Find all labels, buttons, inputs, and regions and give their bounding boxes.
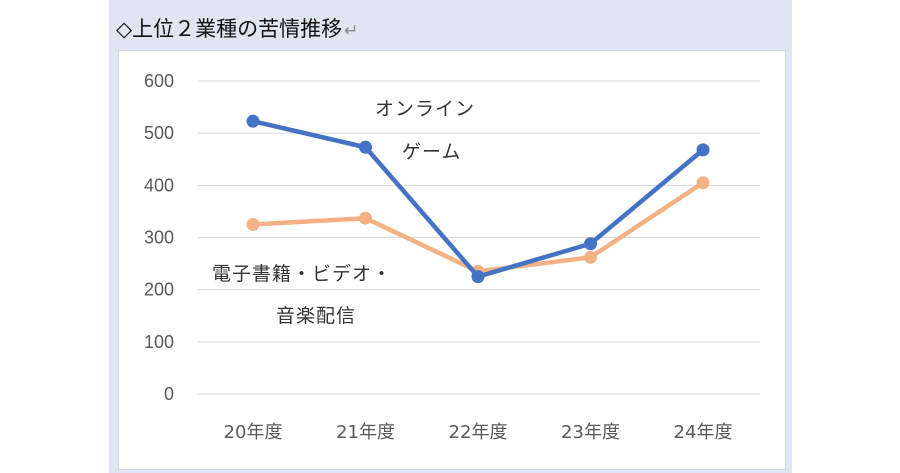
data-point bbox=[359, 140, 372, 154]
data-point bbox=[584, 237, 597, 251]
data-point bbox=[246, 217, 260, 231]
data-point bbox=[471, 270, 485, 284]
y-tick-label: 500 bbox=[144, 123, 174, 143]
gridlines bbox=[198, 80, 760, 395]
x-tick-label: 22年度 bbox=[449, 422, 508, 443]
x-tick-label: 24年度 bbox=[674, 422, 733, 443]
series-label-ebook-video-line1: 電子書籍・ビデオ・ bbox=[212, 263, 392, 285]
series-label-online-game-line1: オンライン bbox=[375, 98, 475, 120]
data-point bbox=[696, 176, 710, 190]
x-tick-label: 23年度 bbox=[561, 422, 620, 443]
x-axis-tick-labels: 20年度 21年度 22年度 23年度 24年度 bbox=[224, 422, 733, 443]
y-tick-label: 0 bbox=[164, 384, 174, 404]
series-labels: オンライン ゲーム 電子書籍・ビデオ・ 音楽配信 bbox=[212, 98, 475, 327]
data-point bbox=[359, 211, 372, 225]
series-line bbox=[250, 180, 706, 274]
paragraph-mark-icon: ↵ bbox=[344, 21, 359, 41]
data-point bbox=[696, 143, 710, 157]
section-heading: ◇上位２業種の苦情推移 ↵ bbox=[116, 14, 358, 44]
data-point bbox=[246, 114, 260, 128]
y-axis-tick-labels: 0 100 200 300 400 500 600 bbox=[144, 71, 174, 404]
series-line bbox=[250, 118, 706, 279]
data-point bbox=[584, 250, 597, 264]
x-tick-label: 21年度 bbox=[336, 422, 395, 443]
y-tick-label: 200 bbox=[144, 280, 174, 300]
series-online-game bbox=[246, 114, 710, 284]
section-heading-text: ◇上位２業種の苦情推移 bbox=[116, 17, 343, 41]
y-tick-label: 400 bbox=[144, 175, 174, 195]
series-label-online-game-line2: ゲーム bbox=[402, 141, 461, 163]
series-lines bbox=[246, 114, 710, 284]
series-label-ebook-video-line2: 音楽配信 bbox=[276, 305, 356, 327]
y-tick-label: 600 bbox=[144, 71, 174, 91]
y-tick-label: 300 bbox=[144, 228, 174, 248]
y-tick-label: 100 bbox=[144, 332, 174, 352]
x-tick-label: 20年度 bbox=[224, 422, 283, 443]
